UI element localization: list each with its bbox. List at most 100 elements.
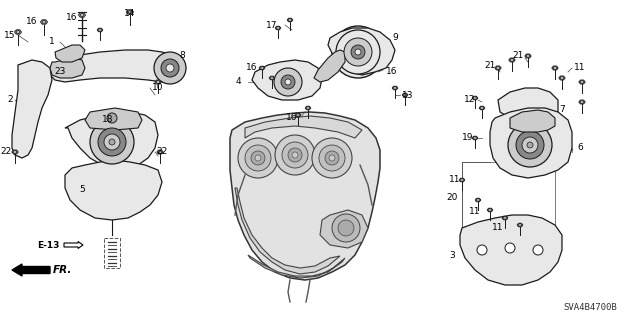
Text: 11: 11 <box>449 175 461 184</box>
Polygon shape <box>320 210 368 248</box>
Circle shape <box>329 155 335 161</box>
Text: 20: 20 <box>446 194 458 203</box>
Text: 9: 9 <box>392 33 398 42</box>
Text: 5: 5 <box>79 186 85 195</box>
Polygon shape <box>509 58 515 62</box>
Polygon shape <box>487 208 493 212</box>
Polygon shape <box>12 150 18 154</box>
Circle shape <box>104 134 120 150</box>
Circle shape <box>511 58 513 62</box>
Text: SVA4B4700B: SVA4B4700B <box>563 303 617 313</box>
Text: 16: 16 <box>387 68 397 77</box>
Polygon shape <box>269 76 275 80</box>
Polygon shape <box>460 178 465 182</box>
Polygon shape <box>392 86 398 90</box>
Circle shape <box>255 155 261 161</box>
Text: 3: 3 <box>449 250 455 259</box>
Circle shape <box>161 59 179 77</box>
Circle shape <box>319 145 345 171</box>
Text: 21: 21 <box>512 50 524 60</box>
Circle shape <box>394 86 396 89</box>
Circle shape <box>404 93 406 96</box>
Text: FR.: FR. <box>53 265 72 275</box>
Text: 16: 16 <box>67 13 77 23</box>
Text: 13: 13 <box>403 91 413 100</box>
Circle shape <box>505 243 515 253</box>
Circle shape <box>474 137 476 139</box>
Polygon shape <box>552 66 558 70</box>
Polygon shape <box>402 93 408 97</box>
Text: 16: 16 <box>246 63 258 72</box>
Polygon shape <box>85 108 142 130</box>
Circle shape <box>80 13 84 17</box>
Polygon shape <box>510 110 555 132</box>
Polygon shape <box>559 76 565 80</box>
Circle shape <box>533 245 543 255</box>
Polygon shape <box>314 50 345 82</box>
Text: 11: 11 <box>574 63 586 72</box>
Polygon shape <box>295 113 301 117</box>
Text: 11: 11 <box>469 207 481 217</box>
Circle shape <box>518 224 522 226</box>
Text: 22: 22 <box>156 147 168 157</box>
Circle shape <box>341 35 375 69</box>
Circle shape <box>245 145 271 171</box>
Circle shape <box>281 75 295 89</box>
Circle shape <box>159 151 161 153</box>
Circle shape <box>461 179 463 182</box>
Polygon shape <box>50 58 85 78</box>
Polygon shape <box>275 26 281 30</box>
Circle shape <box>351 45 365 59</box>
Polygon shape <box>502 216 508 220</box>
Circle shape <box>344 38 372 66</box>
Circle shape <box>474 97 476 100</box>
Bar <box>104 238 120 268</box>
Text: 22: 22 <box>1 147 12 157</box>
Circle shape <box>154 52 186 84</box>
Polygon shape <box>472 136 478 140</box>
Circle shape <box>527 55 529 57</box>
Polygon shape <box>328 28 395 75</box>
Text: 16: 16 <box>286 114 298 122</box>
Circle shape <box>477 245 487 255</box>
Text: 17: 17 <box>266 20 278 29</box>
Circle shape <box>554 66 557 70</box>
Text: 12: 12 <box>464 95 476 105</box>
Polygon shape <box>12 60 52 158</box>
Circle shape <box>16 30 20 34</box>
Polygon shape <box>460 215 562 285</box>
Text: 23: 23 <box>54 68 66 77</box>
Text: 21: 21 <box>484 61 496 70</box>
Polygon shape <box>55 45 85 62</box>
Circle shape <box>497 66 500 70</box>
Polygon shape <box>305 106 311 110</box>
Circle shape <box>285 79 291 85</box>
Circle shape <box>289 19 291 21</box>
Circle shape <box>325 151 339 165</box>
Circle shape <box>288 148 302 162</box>
Circle shape <box>109 139 115 145</box>
Circle shape <box>13 151 17 153</box>
Polygon shape <box>235 188 340 274</box>
Polygon shape <box>498 88 558 120</box>
Circle shape <box>276 26 280 29</box>
Circle shape <box>271 77 273 79</box>
Circle shape <box>580 80 584 84</box>
Text: 4: 4 <box>235 78 241 86</box>
Polygon shape <box>127 10 134 14</box>
Circle shape <box>477 199 479 201</box>
Polygon shape <box>79 13 86 17</box>
Circle shape <box>274 68 302 96</box>
Polygon shape <box>287 18 293 22</box>
Circle shape <box>336 30 380 74</box>
Polygon shape <box>248 255 345 278</box>
Polygon shape <box>252 60 322 100</box>
Circle shape <box>238 138 278 178</box>
Text: 15: 15 <box>4 31 16 40</box>
Text: 11: 11 <box>492 224 504 233</box>
Text: 8: 8 <box>179 50 185 60</box>
Text: 6: 6 <box>577 144 583 152</box>
Text: 16: 16 <box>26 18 38 26</box>
Circle shape <box>338 220 354 236</box>
Polygon shape <box>259 66 265 70</box>
